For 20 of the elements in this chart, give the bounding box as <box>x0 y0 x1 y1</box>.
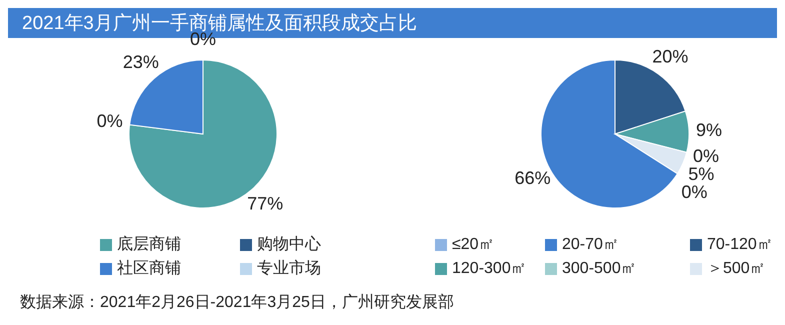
source-note: 数据来源：2021年2月26日-2021年3月25日，广州研究发展部 <box>20 293 454 312</box>
legend-label: 购物中心 <box>257 235 321 254</box>
text: 0% <box>96 110 123 131</box>
data-label: 77% <box>247 193 284 214</box>
legend-label: ≤20㎡ <box>452 236 495 254</box>
legend-label: 120-300㎡ <box>452 260 527 278</box>
data-label: 5% <box>688 164 714 184</box>
legend-label: ＞500㎡ <box>707 260 766 278</box>
data-label: 20% <box>652 46 688 67</box>
text: 0% <box>681 182 708 202</box>
legend-label: 20-70㎡ <box>562 236 619 254</box>
legend-label: 300-500㎡ <box>562 260 637 278</box>
data-label: 9% <box>696 120 722 140</box>
text: 0% <box>693 146 720 166</box>
legend-label: 专业市场 <box>257 259 321 278</box>
legend-label: 底层商铺 <box>117 235 181 254</box>
legend-label: 70-120㎡ <box>707 236 773 254</box>
data-label: 66% <box>514 168 551 188</box>
legend-label: 社区商铺 <box>117 259 181 278</box>
data-label: 23% <box>122 52 159 72</box>
